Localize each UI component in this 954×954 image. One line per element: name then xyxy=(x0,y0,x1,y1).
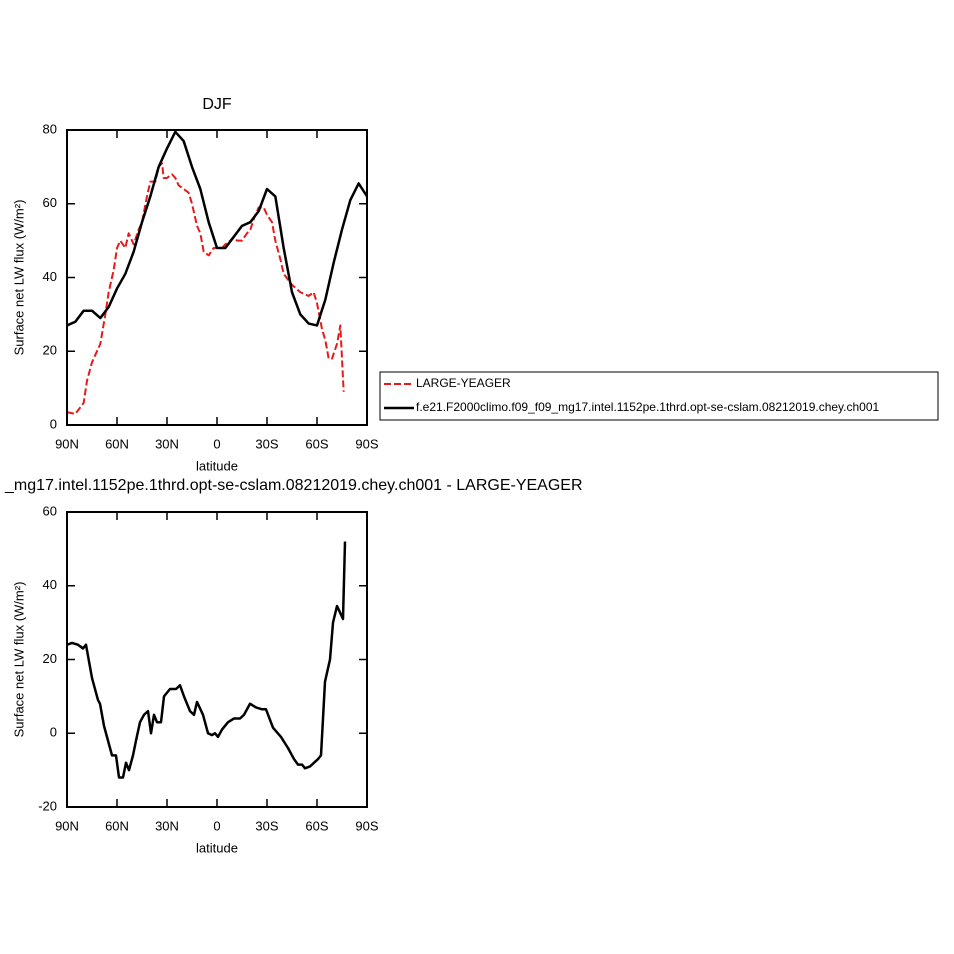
data-line xyxy=(66,541,347,779)
y-tick-label: 60 xyxy=(43,503,57,518)
x-tick-label: 60S xyxy=(305,818,328,833)
x-tick-label: 0 xyxy=(213,436,220,451)
x-tick-label: 0 xyxy=(213,818,220,833)
y-tick-label: 20 xyxy=(43,343,57,358)
x-tick-label: 60N xyxy=(105,436,129,451)
legend-box xyxy=(379,371,939,421)
x-axis-label: latitude xyxy=(196,840,238,855)
x-tick-label: 60S xyxy=(305,436,328,451)
y-tick-label: 0 xyxy=(50,416,57,431)
y-tick-label: 60 xyxy=(43,195,57,210)
x-tick-label: 30S xyxy=(255,818,278,833)
x-tick-label: 60N xyxy=(105,818,129,833)
y-axis-label: Surface net LW flux (W/m²) xyxy=(11,582,26,738)
legend-label: f.e21.F2000climo.f09_f09_mg17.intel.1152… xyxy=(416,400,880,414)
y-tick-label: 40 xyxy=(43,269,57,284)
data-line xyxy=(66,130,369,327)
legend-label: LARGE-YEAGER xyxy=(416,376,511,390)
x-tick-label: 90N xyxy=(55,818,79,833)
x-tick-label: 90S xyxy=(355,436,378,451)
chart-title: DJF xyxy=(202,96,232,113)
y-tick-label: -20 xyxy=(38,798,57,813)
y-tick-label: 20 xyxy=(43,651,57,666)
y-tick-label: 0 xyxy=(50,725,57,740)
y-tick-label: 80 xyxy=(43,121,57,136)
x-tick-label: 30S xyxy=(255,436,278,451)
plot-frame xyxy=(66,511,368,808)
x-axis-label: latitude xyxy=(196,458,238,473)
chart-title: _mg17.intel.1152pe.1thrd.opt-se-cslam.08… xyxy=(4,477,583,494)
x-tick-label: 90S xyxy=(355,818,378,833)
x-tick-label: 30N xyxy=(155,818,179,833)
x-tick-label: 30N xyxy=(155,436,179,451)
y-axis-label: Surface net LW flux (W/m²) xyxy=(11,200,26,356)
data-line xyxy=(66,162,345,415)
y-tick-label: 40 xyxy=(43,577,57,592)
x-tick-label: 90N xyxy=(55,436,79,451)
plot-frame xyxy=(66,129,368,426)
